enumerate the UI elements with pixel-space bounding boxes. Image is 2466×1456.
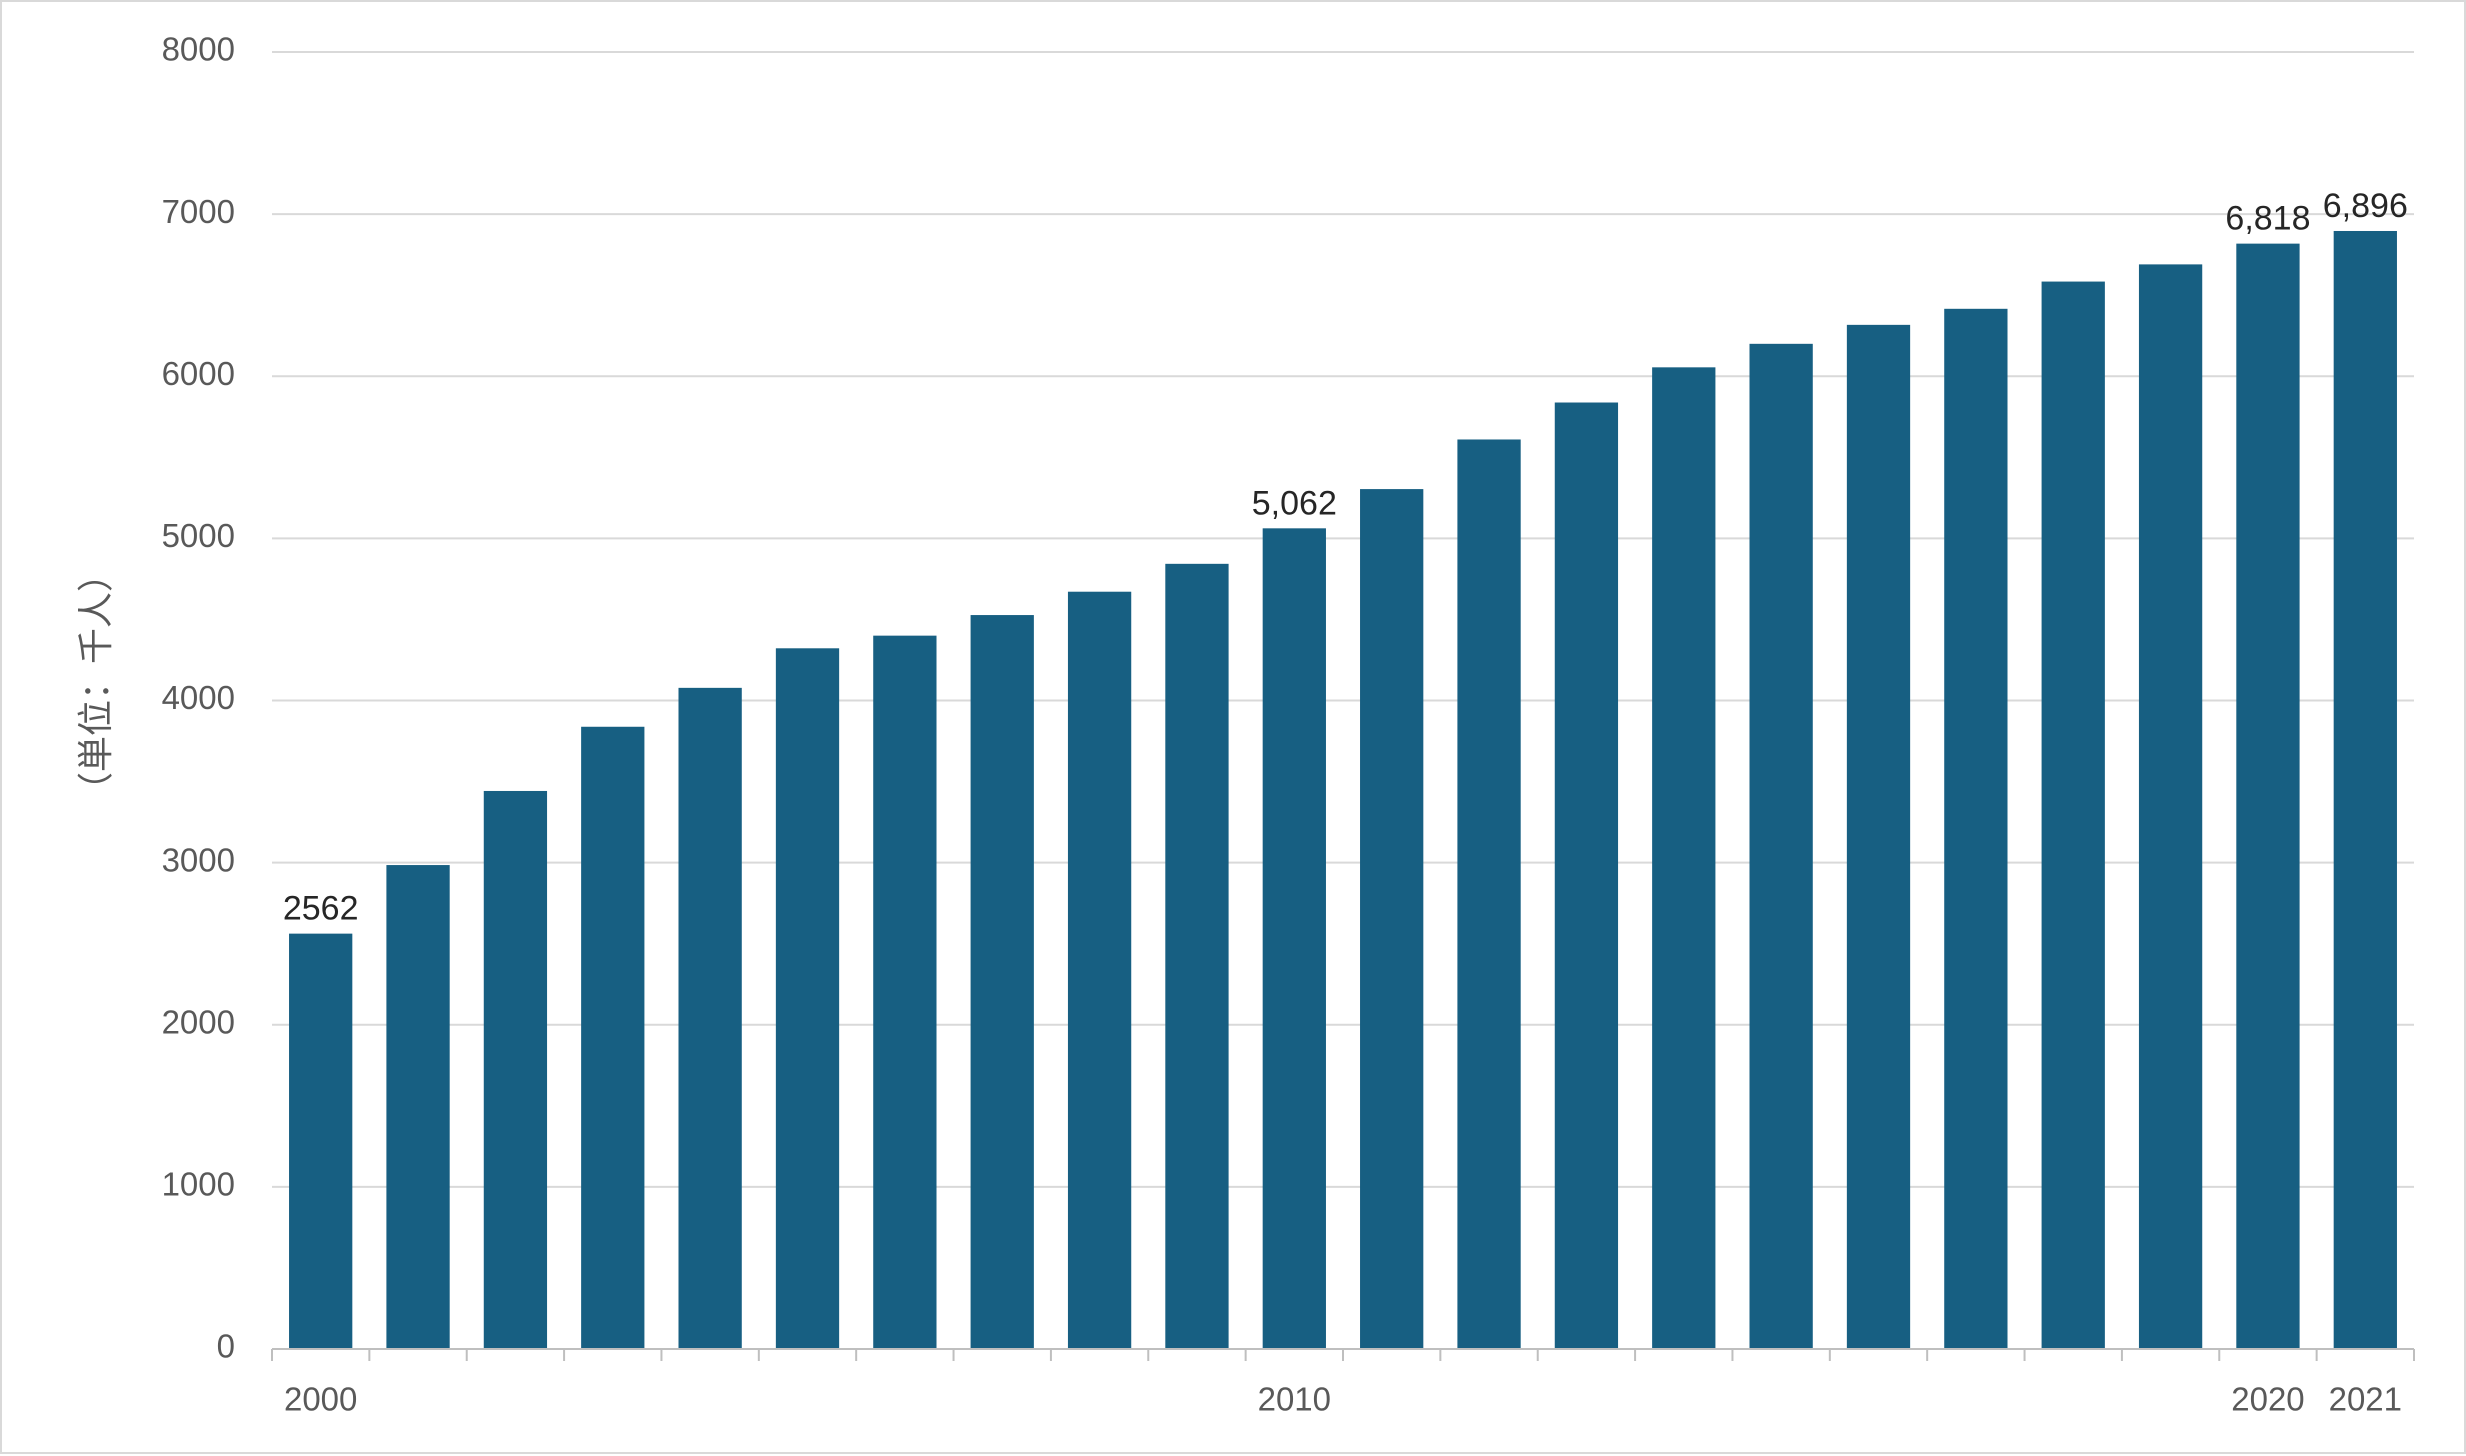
bar-2014: [1652, 367, 1716, 1349]
bar-2011: [1360, 489, 1424, 1349]
bar-2006: [873, 635, 937, 1349]
data-label-2000: 2562: [283, 890, 359, 928]
data-label-2021: 6,896: [2323, 187, 2408, 225]
bar-2009: [1165, 563, 1229, 1349]
x-axis: 2000 2010 2020 2021: [271, 1348, 2415, 1418]
y-tick-label: 2000: [162, 1003, 235, 1040]
y-tick-label: 6000: [162, 355, 235, 392]
bar-2016: [1846, 324, 1911, 1349]
bar-2019: [2138, 264, 2203, 1349]
bar-2012: [1457, 439, 1521, 1349]
bar-2010: [1262, 528, 1326, 1349]
bar-2005: [775, 648, 840, 1349]
bar-2017: [1944, 308, 2008, 1349]
bar-2015: [1749, 343, 1813, 1349]
bar-2008: [1067, 591, 1132, 1349]
y-tick-label: 4000: [162, 679, 235, 716]
y-tick-label: 5000: [162, 517, 235, 554]
bar-2018: [2041, 281, 2105, 1350]
y-tick-label: 7000: [162, 193, 235, 230]
bar-2000: [289, 933, 353, 1349]
y-tick-label: 3000: [162, 841, 235, 878]
bar-2020: [2236, 243, 2300, 1350]
bar-2003: [581, 726, 645, 1349]
bar-2007: [970, 615, 1034, 1349]
bars: [289, 230, 2397, 1350]
bar-2002: [483, 790, 548, 1349]
data-label-2010: 5,062: [1252, 484, 1337, 522]
x-tick-label: 2000: [284, 1381, 357, 1418]
y-tick-label: 1000: [162, 1166, 235, 1203]
data-label-2020: 6,818: [2225, 200, 2310, 238]
bar-2021: [2333, 230, 2397, 1350]
y-axis-label: （単位：千人）: [76, 556, 117, 808]
data-labels: 2562 5,062 6,818 6,896: [283, 187, 2408, 928]
x-tick-label: 2020: [2231, 1381, 2304, 1418]
bar-2004: [678, 687, 742, 1349]
bar-2013: [1554, 402, 1619, 1349]
x-tick-label: 2021: [2329, 1381, 2402, 1418]
bar-2001: [386, 865, 450, 1349]
y-axis-ticks: 0 1000 2000 3000 4000 5000 6000 7000 8000: [162, 31, 235, 1365]
y-tick-label: 0: [217, 1328, 235, 1365]
y-tick-label: 8000: [162, 31, 235, 68]
x-tick-label: 2010: [1258, 1381, 1331, 1418]
